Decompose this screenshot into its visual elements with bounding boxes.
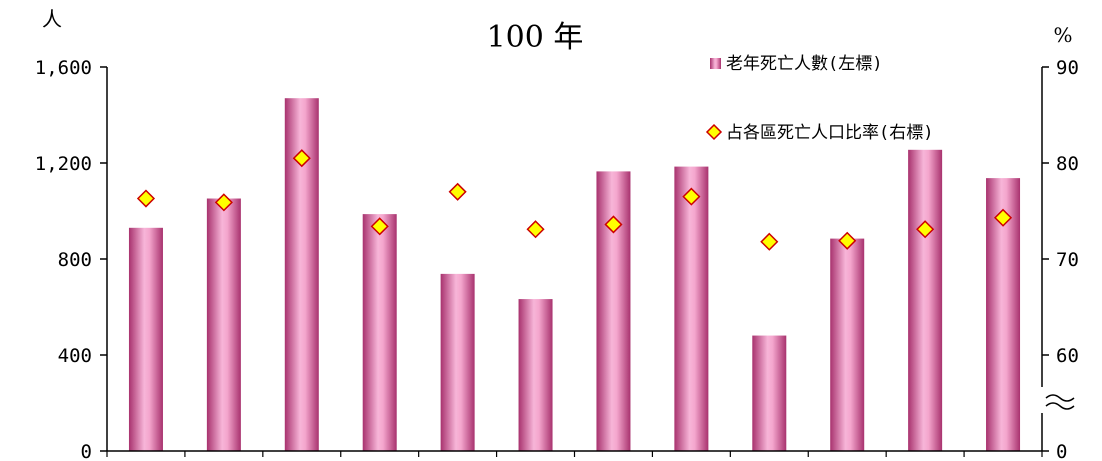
right-tick-label: 60 — [1056, 345, 1079, 367]
right-axis-ticks: 0 60 70 80 90 — [1042, 57, 1079, 461]
bar-10 — [830, 238, 865, 451]
bar-2 — [206, 198, 241, 451]
chart-title: 100 年 — [487, 20, 584, 55]
ratio-series — [136, 149, 1013, 251]
legend: 老年死亡人數(左標) 占各區死亡人口比率(右標) — [705, 54, 933, 143]
left-axis-unit: 人 — [42, 7, 62, 31]
ratio-point-6 — [526, 220, 545, 239]
left-tick-label: 0 — [81, 441, 92, 461]
ratio-point-3 — [292, 149, 311, 168]
bar-8 — [674, 166, 709, 451]
ratio-point-4 — [370, 217, 389, 236]
legend-bar-label: 老年死亡人數(左標) — [726, 54, 882, 74]
right-tick-label: 90 — [1056, 57, 1079, 79]
bar-4 — [362, 214, 397, 451]
x-axis-ticks — [106, 451, 1043, 457]
legend-bar-swatch — [710, 58, 721, 69]
right-tick-label: 70 — [1056, 249, 1079, 271]
ratio-point-1 — [136, 189, 156, 208]
ratio-point-9 — [760, 232, 779, 251]
legend-ratio-label: 占各區死亡人口比率(右標) — [726, 123, 933, 143]
right-tick-label: 0 — [1056, 441, 1067, 461]
bar-7 — [596, 171, 631, 451]
ratio-point-11 — [916, 220, 935, 239]
ratio-point-2 — [214, 193, 233, 212]
axis-break-icon — [1038, 387, 1088, 413]
legend-diamond-icon — [705, 123, 723, 141]
bar-6 — [518, 299, 553, 451]
left-tick-label: 400 — [58, 345, 92, 367]
left-tick-label: 1,600 — [35, 57, 92, 79]
ratio-point-5 — [448, 182, 467, 201]
bar-1 — [128, 227, 163, 451]
right-tick-label: 80 — [1056, 153, 1079, 175]
bar-5 — [440, 273, 475, 451]
left-tick-label: 800 — [58, 249, 92, 271]
ratio-point-12 — [993, 208, 1013, 227]
bar-11 — [908, 149, 943, 452]
bar-9 — [752, 335, 787, 451]
left-tick-label: 1,200 — [35, 153, 92, 175]
ratio-point-10 — [838, 231, 857, 250]
ratio-point-8 — [682, 187, 701, 206]
left-axis-ticks: 0 400 800 1,200 1,600 — [35, 57, 107, 461]
right-axis-unit: % — [1053, 23, 1072, 47]
ratio-point-7 — [604, 215, 623, 234]
bar-series — [128, 98, 1021, 452]
